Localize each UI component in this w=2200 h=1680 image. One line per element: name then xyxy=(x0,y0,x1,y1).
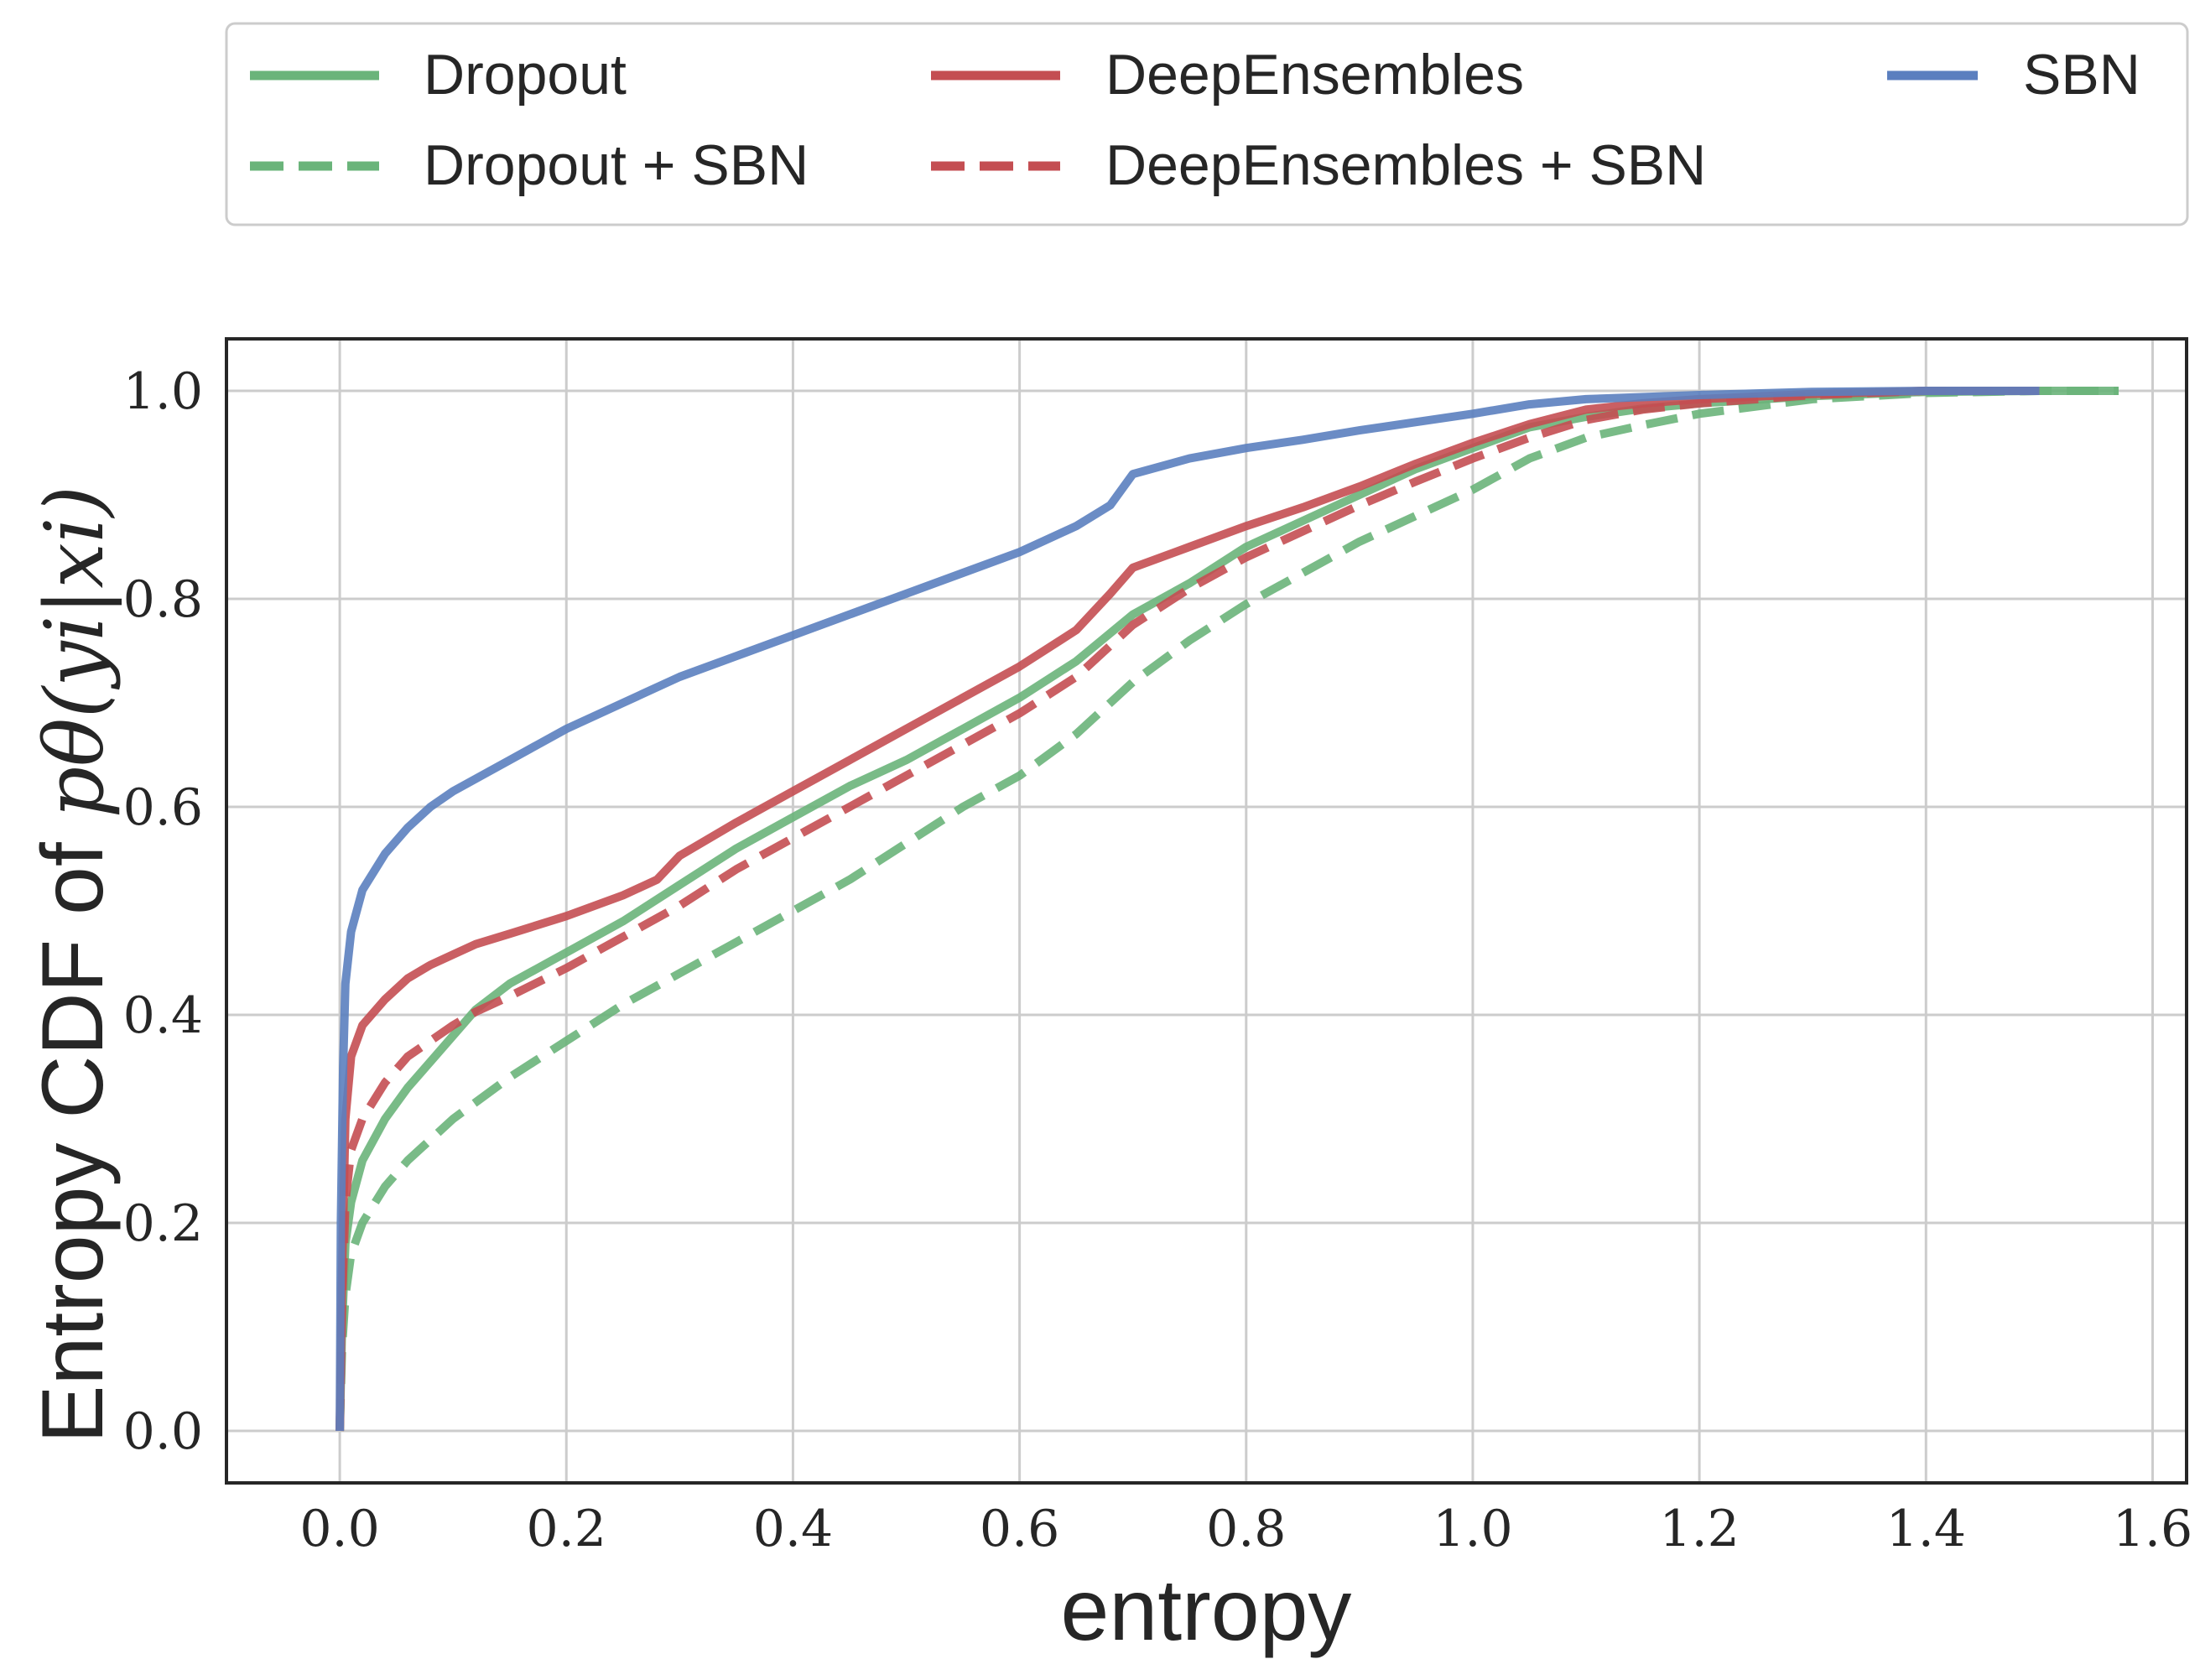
legend-frame xyxy=(225,22,2189,226)
x-tick-label: 1.6 xyxy=(2113,1500,2192,1558)
y-axis-label-math: pθ(yi|xi) xyxy=(28,486,122,818)
x-tick-label: 0.8 xyxy=(1206,1500,1286,1558)
x-tick-label: 1.0 xyxy=(1433,1500,1512,1558)
y-tick-labels: 0.0 0.2 0.4 0.6 0.8 1.0 xyxy=(123,362,203,1461)
x-tick-label: 0.4 xyxy=(753,1500,833,1558)
series-layer xyxy=(335,387,2119,1432)
legend: Dropout Dropout + SBN DeepEnsembles Deep… xyxy=(250,43,2140,197)
x-axis-label: entropy xyxy=(1061,1562,1352,1659)
grid xyxy=(226,339,2187,1483)
series-line-sbn xyxy=(335,387,2040,1432)
y-tick-label: 0.0 xyxy=(123,1402,203,1461)
y-tick-label: 0.8 xyxy=(123,570,203,629)
y-axis-label-text: Entropy CDF of xyxy=(24,818,122,1443)
legend-item-dropout-sbn: Dropout + SBN xyxy=(250,133,809,197)
legend-item-deepensembles: DeepEnsembles xyxy=(931,43,1524,107)
legend-label-dropout: Dropout xyxy=(424,43,627,107)
y-tick-label: 1.0 xyxy=(123,362,203,421)
plot-frame xyxy=(225,337,2188,1485)
x-tick-label: 1.2 xyxy=(1659,1500,1739,1558)
y-axis-label: Entropy CDF of pθ(yi|xi) xyxy=(24,486,122,1443)
y-tick-label: 0.4 xyxy=(123,986,203,1045)
series-line-dropout-sbn xyxy=(335,387,2119,1432)
legend-label-sbn: SBN xyxy=(2023,43,2140,107)
x-tick-label: 0.0 xyxy=(299,1500,379,1558)
x-tick-label: 0.6 xyxy=(980,1500,1059,1558)
x-tick-label: 1.4 xyxy=(1886,1500,1966,1558)
series-line-deepensembles-sbn xyxy=(335,387,2040,1432)
x-tick-labels: 0.0 0.2 0.4 0.6 0.8 1.0 1.2 1.4 1.6 xyxy=(299,1500,2192,1558)
x-tick-label: 0.2 xyxy=(527,1500,606,1558)
series-line-deepensembles xyxy=(335,387,2040,1432)
series-line-dropout xyxy=(335,387,2119,1432)
legend-label-deepensembles-sbn: DeepEnsembles + SBN xyxy=(1105,133,1706,197)
legend-label-dropout-sbn: Dropout + SBN xyxy=(424,133,809,197)
legend-item-dropout: Dropout xyxy=(250,43,627,107)
y-tick-label: 0.6 xyxy=(123,778,203,837)
svg-text:Entropy CDF of pθ(yi|xi): Entropy CDF of pθ(yi|xi) xyxy=(24,486,122,1443)
legend-item-sbn: SBN xyxy=(1887,43,2140,107)
y-tick-label: 0.2 xyxy=(123,1194,203,1253)
legend-label-deepensembles: DeepEnsembles xyxy=(1105,43,1524,107)
legend-item-deepensembles-sbn: DeepEnsembles + SBN xyxy=(931,133,1706,197)
